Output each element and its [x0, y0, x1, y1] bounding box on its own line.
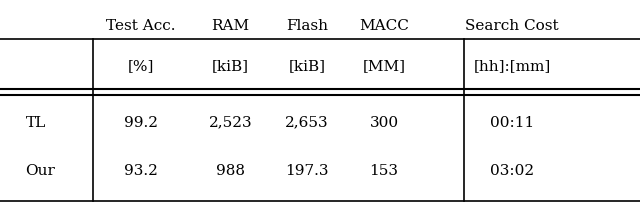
Text: Our: Our	[26, 164, 56, 178]
Text: [MM]: [MM]	[362, 59, 406, 73]
Text: 197.3: 197.3	[285, 164, 329, 178]
Text: MACC: MACC	[359, 19, 409, 33]
Text: [%]: [%]	[127, 59, 154, 73]
Text: [kiB]: [kiB]	[212, 59, 249, 73]
Text: 00:11: 00:11	[490, 116, 534, 130]
Text: 03:02: 03:02	[490, 164, 534, 178]
Text: 93.2: 93.2	[124, 164, 157, 178]
Text: 300: 300	[369, 116, 399, 130]
Text: 153: 153	[369, 164, 399, 178]
Text: 2,523: 2,523	[209, 116, 252, 130]
Text: Test Acc.: Test Acc.	[106, 19, 175, 33]
Text: [kiB]: [kiB]	[289, 59, 326, 73]
Text: 99.2: 99.2	[124, 116, 158, 130]
Text: RAM: RAM	[211, 19, 250, 33]
Text: [hh]:[mm]: [hh]:[mm]	[474, 59, 550, 73]
Text: 988: 988	[216, 164, 245, 178]
Text: 2,653: 2,653	[285, 116, 329, 130]
Text: Search Cost: Search Cost	[465, 19, 559, 33]
Text: TL: TL	[26, 116, 46, 130]
Text: Flash: Flash	[286, 19, 328, 33]
